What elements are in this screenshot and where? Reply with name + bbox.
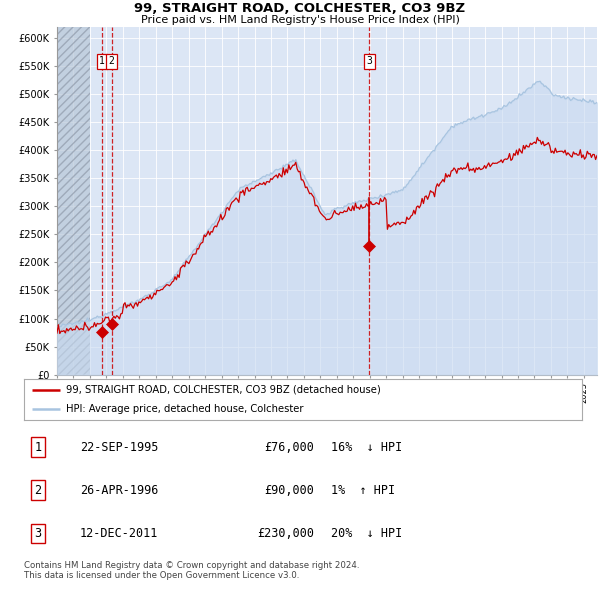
Text: 3: 3 bbox=[34, 527, 41, 540]
Text: 20%  ↓ HPI: 20% ↓ HPI bbox=[331, 527, 402, 540]
Text: £230,000: £230,000 bbox=[257, 527, 314, 540]
Text: 99, STRAIGHT ROAD, COLCHESTER, CO3 9BZ: 99, STRAIGHT ROAD, COLCHESTER, CO3 9BZ bbox=[134, 2, 466, 15]
Text: 1: 1 bbox=[34, 441, 41, 454]
Text: 1%  ↑ HPI: 1% ↑ HPI bbox=[331, 484, 395, 497]
Text: 3: 3 bbox=[366, 57, 372, 66]
Text: 2: 2 bbox=[109, 57, 115, 66]
Bar bbox=[57, 27, 90, 375]
Text: £76,000: £76,000 bbox=[264, 441, 314, 454]
Text: 2: 2 bbox=[34, 484, 41, 497]
Text: 99, STRAIGHT ROAD, COLCHESTER, CO3 9BZ (detached house): 99, STRAIGHT ROAD, COLCHESTER, CO3 9BZ (… bbox=[66, 385, 380, 395]
Text: Price paid vs. HM Land Registry's House Price Index (HPI): Price paid vs. HM Land Registry's House … bbox=[140, 15, 460, 25]
Text: Contains HM Land Registry data © Crown copyright and database right 2024.
This d: Contains HM Land Registry data © Crown c… bbox=[24, 560, 359, 580]
Text: 26-APR-1996: 26-APR-1996 bbox=[80, 484, 158, 497]
Text: 12-DEC-2011: 12-DEC-2011 bbox=[80, 527, 158, 540]
Text: 16%  ↓ HPI: 16% ↓ HPI bbox=[331, 441, 402, 454]
Text: £90,000: £90,000 bbox=[264, 484, 314, 497]
Text: 22-SEP-1995: 22-SEP-1995 bbox=[80, 441, 158, 454]
Text: 1: 1 bbox=[99, 57, 105, 66]
Text: HPI: Average price, detached house, Colchester: HPI: Average price, detached house, Colc… bbox=[66, 404, 304, 414]
